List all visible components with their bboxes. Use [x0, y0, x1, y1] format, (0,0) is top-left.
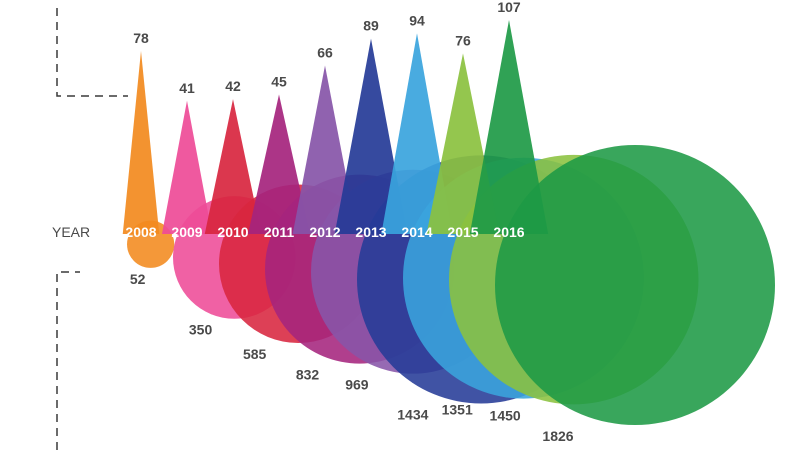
peak-label-2015: 76: [455, 32, 471, 48]
drop-tip-2014: [381, 33, 453, 234]
axis-bracket-bottom: [56, 271, 80, 450]
year-label-2013: 2013: [355, 224, 386, 240]
base-label-2010: 585: [243, 346, 267, 362]
year-label-2012: 2012: [309, 224, 340, 240]
base-label-2014: 1351: [442, 402, 473, 418]
year-label-2015: 2015: [447, 224, 478, 240]
drop-tip-2012: [292, 65, 358, 234]
base-label-2013: 1434: [397, 406, 428, 422]
axis-bracket-top: [56, 8, 128, 97]
peak-label-2016: 107: [497, 0, 521, 15]
label-layer: 78 2008 52 41 2009 350 42 2010 585 45 2011 832 66 201…: [125, 0, 573, 444]
peak-label-2013: 89: [363, 18, 379, 34]
peak-label-2014: 94: [409, 12, 425, 28]
drop-tip-2008: [122, 50, 160, 235]
drop-tip-2016: [469, 20, 549, 234]
base-label-2015: 1450: [490, 407, 521, 423]
year-label-2008: 2008: [125, 224, 156, 240]
year-label-2011: 2011: [264, 224, 295, 240]
drop-body-2016: [495, 145, 775, 425]
peak-label-2012: 66: [317, 44, 333, 60]
peak-label-2009: 41: [179, 80, 195, 96]
peak-label-2011: 45: [271, 74, 287, 90]
peak-label-2008: 78: [133, 30, 149, 46]
drop-tip-2010: [204, 99, 262, 234]
drop-tip-2011: [247, 94, 311, 235]
peak-label-2010: 42: [225, 78, 241, 94]
base-label-2016: 1826: [542, 428, 573, 444]
drop-tip-2009: [161, 100, 213, 234]
base-label-2012: 969: [345, 377, 369, 393]
drop-series: [122, 20, 775, 425]
year-label-2010: 2010: [217, 224, 248, 240]
year-label-2016: 2016: [493, 224, 524, 240]
drop-tip-2013: [334, 38, 408, 235]
year-label-2014: 2014: [401, 224, 432, 240]
year-label-2009: 2009: [171, 224, 202, 240]
base-label-2009: 350: [189, 322, 213, 338]
axis-title: YEAR: [52, 224, 90, 240]
base-label-2008: 52: [130, 271, 146, 287]
base-label-2011: 832: [296, 367, 320, 383]
